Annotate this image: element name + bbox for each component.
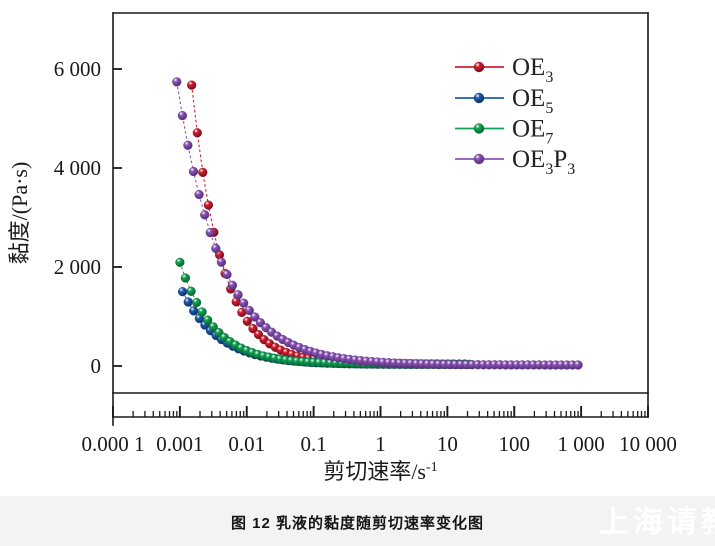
svg-text:OE5​: OE5​ (512, 85, 553, 117)
y-axis-title: 黏度/(Pa·s) (7, 162, 32, 265)
svg-text:OE7​: OE7​ (512, 116, 553, 148)
svg-text:10: 10 (437, 432, 458, 456)
legend-item-OE7: OE7​ (455, 116, 553, 148)
caption-band: 图 12 乳液的黏度随剪切速率变化图 上海请教 (0, 496, 715, 546)
svg-text:0: 0 (91, 354, 102, 378)
watermark-text: 上海请教 (599, 506, 715, 539)
legend-item-OE5: OE5​ (455, 85, 553, 117)
series-OE3P3 (172, 77, 583, 370)
svg-text:0.1: 0.1 (301, 432, 327, 456)
x-axis-title: 剪切速率/s-1 (323, 459, 437, 484)
legend-item-OE3: OE3​ (455, 54, 553, 86)
svg-text:OE3​: OE3​ (512, 54, 553, 86)
svg-text:10 000: 10 000 (619, 432, 677, 456)
svg-text:0.000 1: 0.000 1 (82, 432, 145, 456)
svg-text:OE3​P3​: OE3​P3​ (512, 146, 575, 178)
svg-text:100: 100 (499, 432, 531, 456)
svg-text:1 000: 1 000 (558, 432, 605, 456)
x-axis: 0.000 1 0.001 0.01 0.1 1 10 100 1 000 10 000 剪切速率… (82, 406, 677, 484)
svg-text:1: 1 (375, 432, 386, 456)
svg-text:0.001: 0.001 (156, 432, 203, 456)
svg-text:0.01: 0.01 (228, 432, 265, 456)
svg-text:6 000: 6 000 (54, 57, 101, 81)
series-OE3 (187, 80, 470, 369)
figure-caption: 图 12 乳液的黏度随剪切速率变化图 (230, 515, 485, 532)
y-axis: 0 2 000 4 000 6 000 黏度/(Pa·s) (7, 57, 122, 378)
svg-text:4 000: 4 000 (54, 156, 101, 180)
legend: OE3​OE5​OE7​OE3​P3​ (455, 54, 575, 178)
svg-text:2 000: 2 000 (54, 255, 101, 279)
legend-item-OE3P3: OE3​P3​ (455, 146, 575, 178)
